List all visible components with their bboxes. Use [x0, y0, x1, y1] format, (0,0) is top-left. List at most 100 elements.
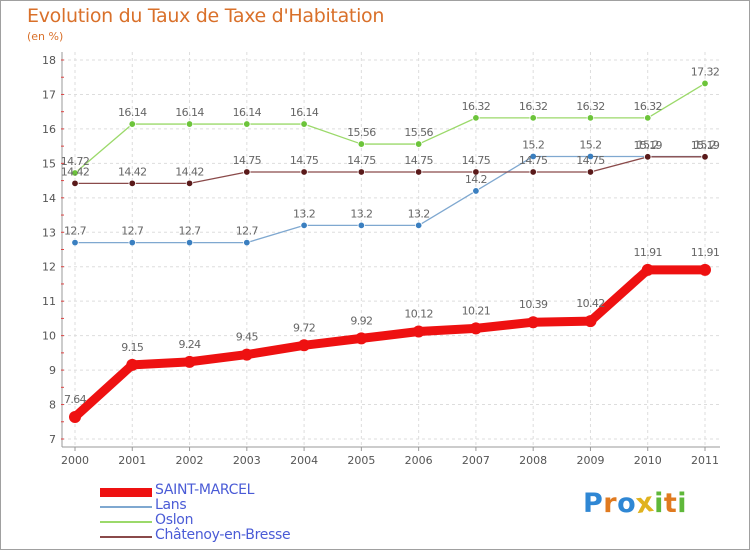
data-point-oslon	[300, 120, 308, 128]
data-label-ch-tenoy-en-bresse: 14.75	[462, 154, 491, 167]
x-tick-label: 2001	[118, 454, 146, 467]
y-tick-label: 18	[42, 54, 56, 67]
data-point-lans	[586, 152, 595, 161]
data-label-saint-marcel: 10.42	[576, 297, 605, 310]
x-tick-label: 2000	[61, 454, 89, 467]
chart-title: Evolution du Taux de Taxe d'Habitation	[27, 5, 385, 27]
data-label-lans: 15.2	[637, 138, 659, 151]
data-point-oslon	[644, 114, 652, 122]
grid	[62, 52, 720, 447]
brand-logo: Proxiti	[583, 486, 687, 521]
data-point-saint-marcel	[69, 410, 81, 423]
data-label-lans: 15.2	[579, 138, 601, 151]
legend-swatch-chatenoy	[100, 536, 152, 538]
data-label-oslon: 16.32	[462, 100, 491, 113]
data-label-lans: 13.2	[408, 207, 430, 220]
y-tick-label: 17	[42, 88, 56, 101]
data-point-ch-tenoy-en-bresse	[357, 168, 366, 176]
data-point-lans	[414, 221, 423, 230]
logo-letter: i	[654, 488, 664, 519]
legend-label-saint-marcel: SAINT-MARCEL	[155, 482, 255, 498]
data-point-oslon	[414, 140, 423, 148]
logo-letter: x	[634, 486, 657, 521]
data-point-saint-marcel	[126, 358, 139, 371]
data-label-oslon: 16.32	[633, 100, 662, 113]
y-tick-label: 9	[49, 364, 56, 377]
x-tick-label: 2002	[176, 454, 204, 467]
data-point-saint-marcel	[699, 263, 711, 276]
data-point-saint-marcel	[298, 339, 311, 352]
data-point-ch-tenoy-en-bresse	[185, 179, 194, 188]
data-label-oslon: 17.32	[691, 65, 720, 78]
data-point-oslon	[529, 114, 537, 122]
data-labels: 7.64 9.15 9.24 9.45 9.72 9.92 10.12 10.21 10.39 1…	[61, 65, 721, 406]
data-label-oslon: 16.14	[290, 106, 319, 119]
data-label-saint-marcel: 10.12	[404, 308, 433, 321]
y-tick-label: 16	[42, 123, 56, 136]
data-point-ch-tenoy-en-bresse	[128, 179, 136, 188]
logo-letter: r	[603, 488, 618, 519]
logo-letter: o	[617, 488, 637, 519]
data-label-saint-marcel: 7.64	[64, 393, 87, 406]
data-label-saint-marcel: 9.15	[121, 341, 144, 354]
data-label-oslon: 15.56	[347, 126, 376, 139]
data-label-ch-tenoy-en-bresse: 14.75	[347, 154, 376, 167]
data-point-oslon	[701, 79, 709, 88]
series-line-lans	[74, 155, 706, 244]
logo-letter: P	[583, 488, 604, 519]
series-layer	[69, 79, 711, 423]
data-label-ch-tenoy-en-bresse: 14.75	[233, 154, 262, 167]
data-point-saint-marcel	[355, 332, 368, 345]
data-point-oslon	[472, 114, 480, 122]
data-label-ch-tenoy-en-bresse: 15.19	[691, 139, 720, 152]
data-point-ch-tenoy-en-bresse	[300, 168, 308, 176]
data-point-oslon	[586, 114, 595, 122]
data-point-oslon	[357, 140, 366, 148]
data-label-saint-marcel: 10.21	[462, 304, 491, 317]
data-point-ch-tenoy-en-bresse	[243, 168, 251, 176]
data-label-ch-tenoy-en-bresse: 14.75	[576, 154, 605, 167]
data-label-saint-marcel: 11.91	[633, 246, 662, 259]
data-label-ch-tenoy-en-bresse: 14.75	[290, 154, 319, 167]
x-tick-label: 2007	[462, 454, 490, 467]
data-label-oslon: 15.56	[404, 126, 433, 139]
data-label-oslon: 16.14	[233, 106, 262, 119]
x-tick-label: 2005	[347, 454, 375, 467]
logo-letter: t	[663, 488, 678, 519]
data-label-saint-marcel: 9.92	[350, 314, 372, 327]
data-label-oslon: 16.32	[519, 100, 548, 113]
data-point-lans	[185, 238, 194, 247]
data-label-ch-tenoy-en-bresse: 14.75	[404, 154, 433, 167]
data-point-lans	[128, 238, 136, 247]
data-point-lans	[472, 187, 480, 195]
data-point-saint-marcel	[527, 316, 540, 329]
series-line-oslon	[74, 82, 706, 174]
data-label-lans: 15.2	[694, 138, 716, 151]
series-line-ch-tenoy-en-bresse	[74, 156, 706, 184]
y-tick-label: 13	[42, 226, 56, 239]
x-tick-label: 2008	[519, 454, 547, 467]
y-tick-label: 15	[42, 157, 56, 170]
data-point-saint-marcel	[240, 348, 253, 361]
axes: 7 8 9 10 11 12 13 14 15 16 17 18 2000 2001 2002 2003 200…	[42, 52, 720, 467]
data-point-ch-tenoy-en-bresse	[701, 153, 709, 161]
data-point-saint-marcel	[641, 263, 654, 276]
y-tick-label: 11	[42, 295, 56, 308]
data-label-lans: 12.7	[121, 225, 144, 238]
y-tick-label: 7	[49, 433, 56, 446]
data-label-oslon: 16.14	[175, 106, 204, 119]
data-point-ch-tenoy-en-bresse	[644, 153, 652, 161]
data-point-lans	[357, 221, 366, 230]
y-tick-label: 14	[42, 192, 56, 205]
legend-swatch-lans	[100, 506, 152, 508]
y-tick-label: 8	[49, 399, 56, 412]
data-point-oslon	[128, 120, 136, 128]
x-tick-label: 2009	[576, 454, 604, 467]
x-tick-label: 2004	[290, 454, 318, 467]
legend-swatch-oslon	[100, 521, 152, 523]
data-label-saint-marcel: 9.45	[236, 331, 259, 344]
data-point-saint-marcel	[412, 325, 425, 338]
data-label-oslon: 16.14	[118, 106, 147, 119]
